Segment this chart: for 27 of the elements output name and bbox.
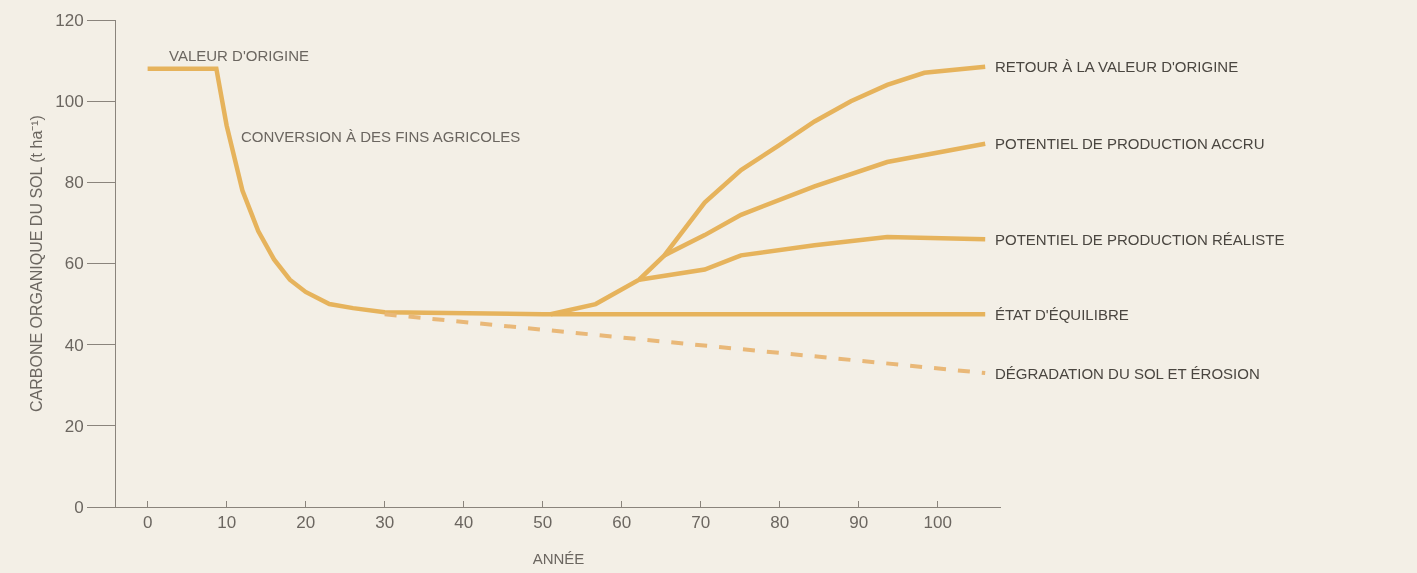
series-label: POTENTIEL DE PRODUCTION RÉALISTE bbox=[995, 231, 1285, 248]
y-tick-label: 20 bbox=[64, 416, 84, 436]
y-tick-label: 120 bbox=[55, 10, 84, 30]
y-tick-label: 0 bbox=[74, 497, 84, 517]
x-axis-title: ANNÉE bbox=[532, 550, 585, 568]
series-label: ÉTAT D'ÉQUILIBRE bbox=[995, 306, 1129, 323]
x-tick-label: 30 bbox=[375, 513, 395, 533]
x-tick-label: 20 bbox=[296, 513, 316, 533]
y-tick-label: 100 bbox=[55, 92, 84, 112]
x-tick-label: 60 bbox=[612, 513, 632, 533]
series-label: RETOUR À LA VALEUR D'ORIGINE bbox=[995, 58, 1239, 75]
x-tick-label: 40 bbox=[454, 513, 474, 533]
x-tick-label: 50 bbox=[533, 513, 553, 533]
annotation: CONVERSION À DES FINS AGRICOLES bbox=[241, 128, 521, 145]
y-tick-label: 80 bbox=[64, 173, 84, 193]
x-tick-label: 80 bbox=[770, 513, 790, 533]
series-label: DÉGRADATION DU SOL ET ÉROSION bbox=[995, 365, 1260, 382]
x-tick-label: 90 bbox=[849, 513, 869, 533]
series-label: POTENTIEL DE PRODUCTION ACCRU bbox=[995, 135, 1265, 152]
y-tick-label: 40 bbox=[64, 335, 84, 355]
x-tick-label: 0 bbox=[142, 513, 153, 533]
annotation: VALEUR D'ORIGINE bbox=[169, 47, 310, 64]
x-tick-label: 70 bbox=[691, 513, 711, 533]
x-tick-label: 10 bbox=[217, 513, 237, 533]
x-tick-label: 100 bbox=[923, 513, 952, 533]
y-tick-label: 60 bbox=[64, 254, 84, 274]
y-axis-title: CARBONE ORGANIQUE DU SOL (t ha⁻¹) bbox=[28, 115, 46, 412]
